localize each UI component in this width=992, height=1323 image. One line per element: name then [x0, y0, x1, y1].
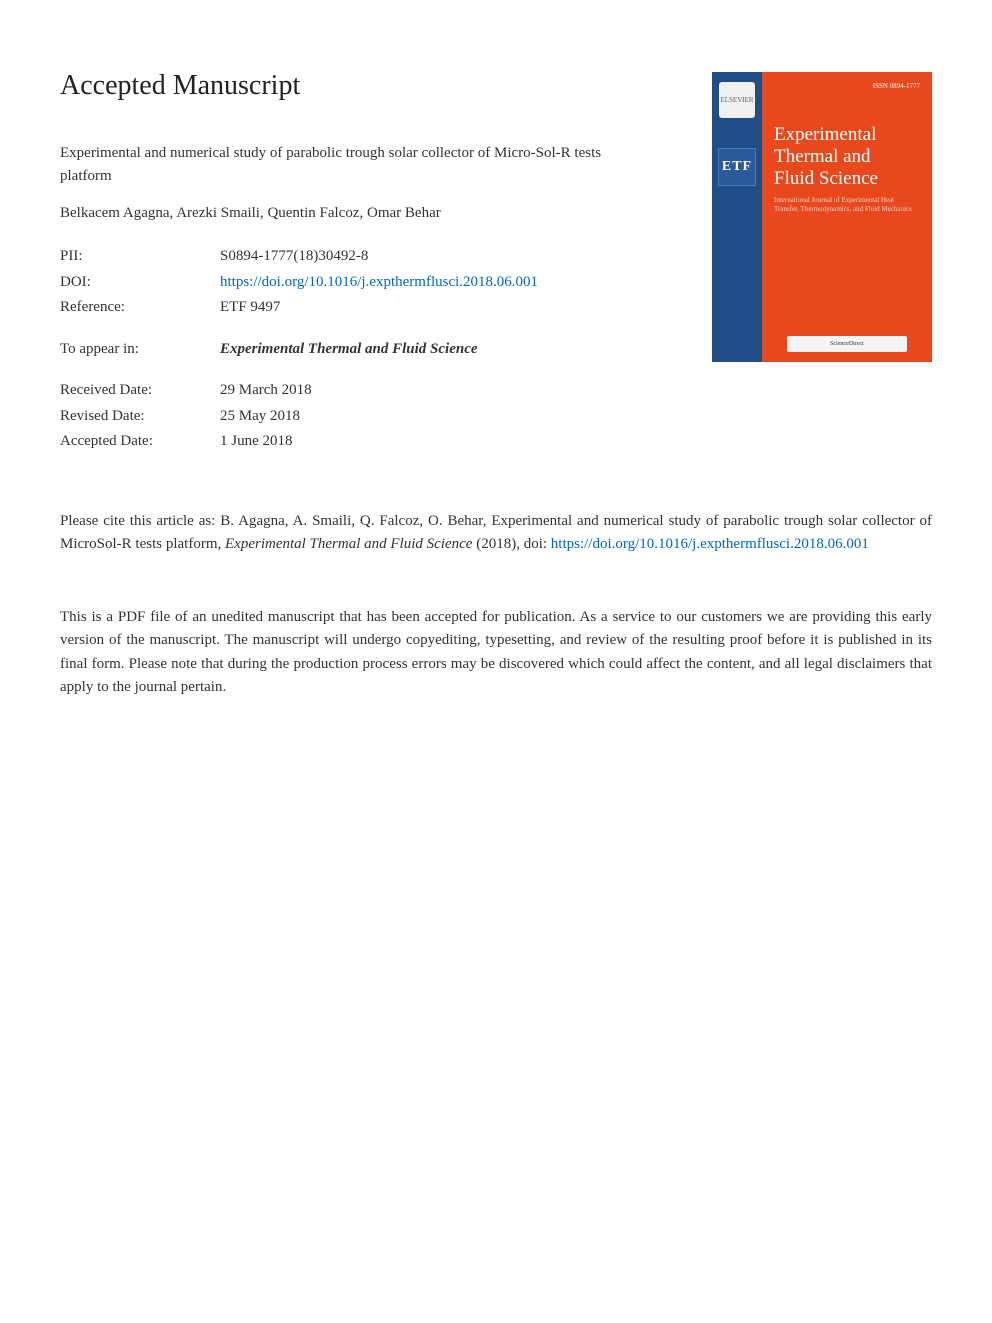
meta-row-revised: Revised Date: 25 May 2018: [60, 404, 682, 430]
issn-label: ISSN 0894-1777: [873, 82, 920, 90]
meta-value: ETF 9497: [220, 295, 682, 321]
cover-main: ISSN 0894-1777 Experimental Thermal and …: [762, 72, 932, 362]
meta-label: To appear in:: [60, 337, 220, 363]
meta-label: Received Date:: [60, 378, 220, 404]
cover-sidebar: ELSEVIER ETF: [712, 72, 762, 362]
citation-year: (2018), doi:: [472, 536, 550, 552]
content-wrapper: Experimental and numerical study of para…: [60, 142, 932, 475]
meta-row-received: Received Date: 29 March 2018: [60, 378, 682, 404]
journal-subtitle: International Journal of Experimental He…: [774, 196, 920, 214]
meta-value: 29 March 2018: [220, 378, 682, 404]
meta-row-accepted: Accepted Date: 1 June 2018: [60, 429, 682, 455]
meta-row-doi: DOI: https://doi.org/10.1016/j.expthermf…: [60, 270, 682, 296]
metadata-table: PII: S0894-1777(18)30492-8 DOI: https://…: [60, 244, 682, 455]
citation-text: Please cite this article as: B. Agagna, …: [60, 510, 932, 557]
citation-journal: Experimental Thermal and Fluid Science: [225, 536, 472, 552]
citation-doi-link[interactable]: https://doi.org/10.1016/j.expthermflusci…: [551, 536, 869, 552]
meta-label: DOI:: [60, 270, 220, 296]
journal-cover-title: Experimental Thermal and Fluid Science: [774, 124, 920, 190]
meta-value: Experimental Thermal and Fluid Science: [220, 337, 682, 363]
journal-cover: ELSEVIER ETF ISSN 0894-1777 Experimental…: [712, 72, 932, 362]
meta-value: https://doi.org/10.1016/j.expthermflusci…: [220, 270, 682, 296]
title-line: Experimental: [774, 124, 920, 146]
meta-value: S0894-1777(18)30492-8: [220, 244, 682, 270]
meta-row-appear: To appear in: Experimental Thermal and F…: [60, 337, 682, 363]
meta-value: 25 May 2018: [220, 404, 682, 430]
meta-label: PII:: [60, 244, 220, 270]
meta-row-reference: Reference: ETF 9497: [60, 295, 682, 321]
etf-logo: ETF: [718, 148, 756, 186]
article-title: Experimental and numerical study of para…: [60, 142, 640, 187]
disclaimer-text: This is a PDF file of an unedited manusc…: [60, 606, 932, 699]
article-authors: Belkacem Agagna, Arezki Smaili, Quentin …: [60, 205, 682, 222]
doi-link[interactable]: https://doi.org/10.1016/j.expthermflusci…: [220, 274, 538, 290]
meta-label: Revised Date:: [60, 404, 220, 430]
meta-row-pii: PII: S0894-1777(18)30492-8: [60, 244, 682, 270]
main-content: Experimental and numerical study of para…: [60, 142, 682, 475]
meta-label: Accepted Date:: [60, 429, 220, 455]
elsevier-logo: ELSEVIER: [719, 82, 755, 118]
etf-text: ETF: [722, 159, 752, 175]
meta-value: 1 June 2018: [220, 429, 682, 455]
sciencedirect-bar: ScienceDirect: [787, 336, 907, 352]
title-line: Thermal and: [774, 146, 920, 168]
meta-label: Reference:: [60, 295, 220, 321]
title-line: Fluid Science: [774, 168, 920, 190]
